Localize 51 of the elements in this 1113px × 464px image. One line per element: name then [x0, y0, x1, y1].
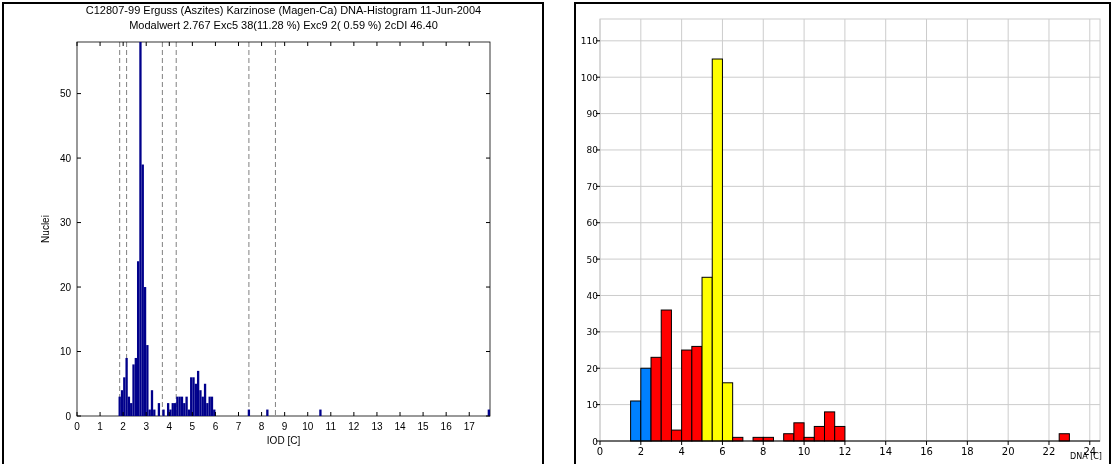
- y-tick-label: 100: [580, 72, 599, 83]
- x-tick-label: 16: [920, 446, 933, 457]
- x-tick-label: 17: [463, 421, 476, 432]
- x-tick-label: 11: [325, 421, 337, 432]
- x-tick-label: 6: [719, 446, 726, 457]
- x-tick-label: 8: [760, 446, 767, 457]
- chart-title: C12807-99 Erguss (Aszites) Karzinose (Magen-Ca) DNA-Histogram 11-Jun-2004: [85, 4, 482, 16]
- x-tick-label: 22: [1042, 446, 1056, 457]
- x-tick-label: 9: [281, 421, 288, 432]
- y-tick-label: 50: [59, 88, 72, 100]
- x-tick-label: 10: [302, 421, 314, 432]
- y-tick-label: 20: [59, 281, 72, 293]
- x-tick-label: 12: [838, 446, 852, 457]
- chart-subtitle: Modalwert 2.767 Exc5 38(11.28 %) Exc9 2( 0.59 %) 2cDI 46.40: [129, 19, 438, 31]
- x-tick-label: 13: [371, 421, 383, 432]
- y-tick-label: 60: [586, 218, 599, 229]
- x-tick-label: 0: [74, 421, 81, 432]
- x-tick-label: 15: [417, 421, 430, 432]
- x-tick-label: 4: [166, 421, 173, 432]
- x-tick-label: 7: [235, 421, 242, 432]
- y-tick-label: 90: [586, 109, 599, 120]
- y-tick-label: 0: [592, 436, 599, 447]
- y-tick-label: 40: [586, 290, 599, 301]
- y-tick-label: 20: [586, 363, 599, 374]
- x-axis-title: IOD [C]: [266, 435, 301, 446]
- y-tick-label: 30: [586, 327, 599, 338]
- x-tick-label: 16: [440, 421, 453, 432]
- x-tick-label: 1: [97, 421, 104, 432]
- x-tick-label: 2: [637, 446, 644, 457]
- x-tick-label: 4: [678, 446, 685, 457]
- x-tick-label: 5: [189, 421, 196, 432]
- y-axis-title: Nuclei: [40, 215, 51, 243]
- x-tick-label: 12: [348, 421, 360, 432]
- x-tick-label: 14: [394, 421, 407, 432]
- x-tick-label: 8: [258, 421, 265, 432]
- y-tick-label: 40: [59, 152, 72, 164]
- y-tick-label: 10: [59, 346, 72, 358]
- y-tick-label: 70: [586, 181, 599, 192]
- x-tick-label: 18: [960, 446, 974, 457]
- x-tick-label: 14: [879, 446, 893, 457]
- x-tick-label: 2: [120, 421, 127, 432]
- y-tick-label: 0: [65, 410, 72, 422]
- x-tick-label: 20: [1001, 446, 1015, 457]
- x-tick-label: 6: [212, 421, 219, 432]
- x-tick-label: 3: [143, 421, 150, 432]
- y-tick-label: 50: [586, 254, 599, 265]
- y-tick-label: 10: [586, 400, 599, 411]
- y-tick-label: 30: [59, 217, 72, 229]
- y-tick-label: 110: [580, 36, 599, 47]
- y-tick-label: 80: [586, 145, 599, 156]
- x-tick-label: 10: [797, 446, 811, 457]
